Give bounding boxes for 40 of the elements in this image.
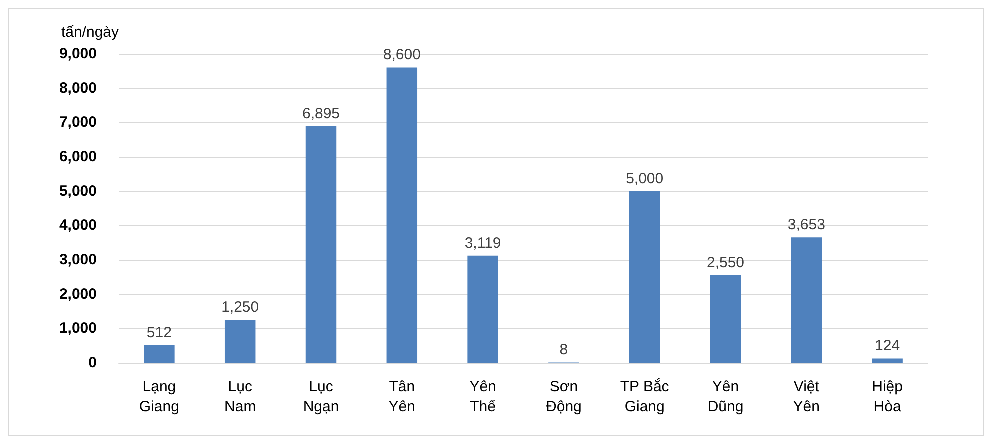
x-tick-label: Lục Nam <box>224 378 256 416</box>
data-label: 1,250 <box>222 299 260 316</box>
x-tick-label: Sơn Động <box>546 378 582 416</box>
x-tick-label: Yên Dũng <box>708 378 744 416</box>
y-tick-label: 9,000 <box>59 46 97 62</box>
x-tick-label: Việt Yên <box>793 378 820 416</box>
data-label: 3,119 <box>464 234 502 252</box>
x-tick-label: Hiệp Hòa <box>872 378 903 416</box>
y-tick-label: 7,000 <box>59 114 97 132</box>
bar <box>872 358 903 363</box>
x-tick-label: Lục Ngạn <box>303 378 340 416</box>
data-label: 512 <box>146 324 172 342</box>
y-tick-label: 0 <box>88 354 97 372</box>
data-label: 124 <box>875 338 900 355</box>
y-tick-label: 6,000 <box>59 148 97 166</box>
y-tick-label: 8,000 <box>59 80 97 97</box>
y-tick-label: 2,000 <box>59 286 97 303</box>
x-tick-label: Yên Thế <box>470 378 497 416</box>
x-tick-label: Lạng Giang <box>139 378 180 416</box>
data-label: 5,000 <box>626 170 664 188</box>
bar <box>468 256 498 363</box>
data-label: 8,600 <box>383 46 421 64</box>
bar <box>791 238 822 363</box>
bar <box>224 320 256 363</box>
bar <box>386 68 418 363</box>
data-label: 2,550 <box>706 254 745 272</box>
y-axis-title: tấn/ngày <box>61 24 120 41</box>
y-tick-label: 4,000 <box>59 217 97 234</box>
y-tick-label: 1,000 <box>59 320 97 338</box>
x-tick-label: TP Bắc Giang <box>620 378 670 416</box>
data-label: 8 <box>560 342 568 359</box>
data-label: 6,895 <box>302 105 340 122</box>
bar <box>144 345 175 363</box>
y-tick-label: 3,000 <box>59 252 97 268</box>
x-tick-label: Tân Yên <box>388 378 416 416</box>
data-label: 3,653 <box>788 216 826 234</box>
bar <box>710 275 742 363</box>
y-tick-label: 5,000 <box>59 182 97 200</box>
bar <box>629 191 660 363</box>
bar <box>306 126 337 363</box>
